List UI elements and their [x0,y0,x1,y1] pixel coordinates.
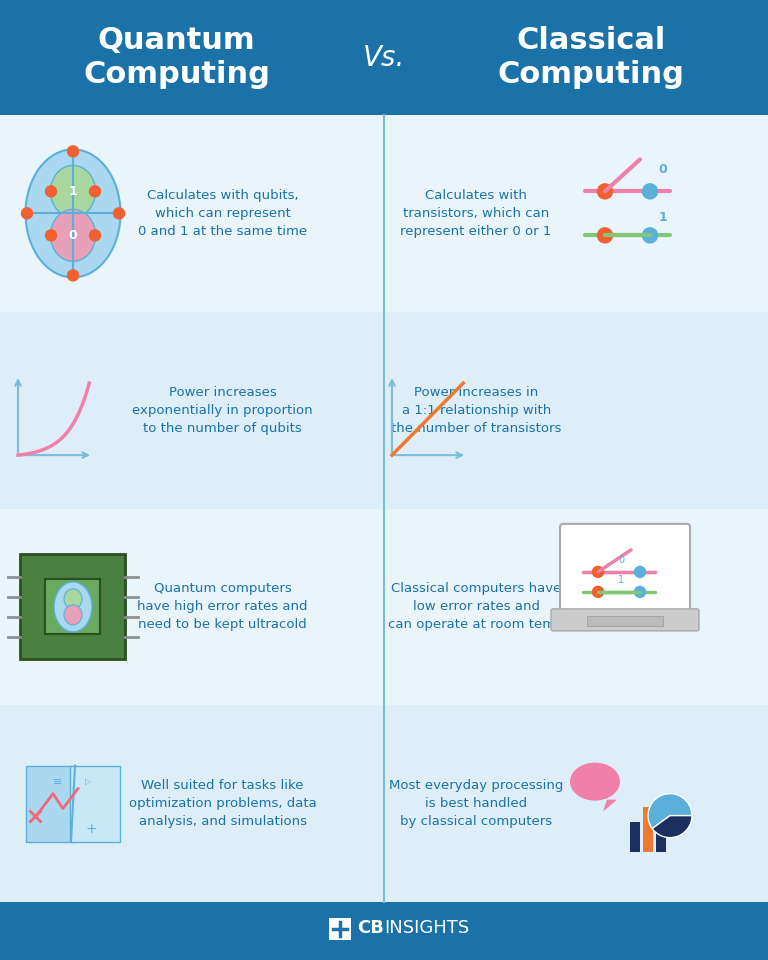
Ellipse shape [54,582,92,632]
Wedge shape [652,816,692,838]
Ellipse shape [64,605,82,625]
Ellipse shape [51,209,95,261]
Circle shape [643,184,657,199]
Text: Classical
Computing: Classical Computing [498,26,685,89]
Circle shape [45,186,57,197]
Circle shape [90,229,101,241]
Bar [0,902,768,960]
Text: Quantum
Computing: Quantum Computing [83,26,270,89]
Text: Calculates with qubits,
which can represent
0 and 1 at the same time: Calculates with qubits, which can repres… [138,189,307,238]
Text: 0: 0 [68,228,78,242]
Text: Calculates with
transistors, which can
represent either 0 or 1: Calculates with transistors, which can r… [400,189,552,238]
FancyBboxPatch shape [329,918,351,940]
Text: 1: 1 [68,185,78,198]
Ellipse shape [25,150,121,277]
Text: Classical computers have
low error rates and
can operate at room temp: Classical computers have low error rates… [389,583,564,632]
Bar [656,829,666,852]
Text: +: + [85,822,97,835]
Ellipse shape [51,165,95,217]
Text: ▷: ▷ [84,778,91,786]
Text: 1: 1 [618,575,624,585]
Bar [0,312,768,509]
FancyBboxPatch shape [560,524,690,614]
FancyBboxPatch shape [587,616,663,626]
Circle shape [90,186,101,197]
Text: Most everyday processing
is best handled
by classical computers: Most everyday processing is best handled… [389,780,564,828]
Bar [630,822,640,852]
Text: Quantum computers
have high error rates and
need to be kept ultracold: Quantum computers have high error rates … [137,583,308,632]
Text: 1: 1 [659,211,667,224]
Text: ≡: ≡ [53,777,63,786]
Circle shape [598,228,613,243]
Circle shape [22,208,32,219]
Bar [0,509,768,706]
Text: Well suited for tasks like
optimization problems, data
analysis, and simulations: Well suited for tasks like optimization … [129,780,316,828]
FancyBboxPatch shape [45,580,101,635]
Circle shape [45,229,57,241]
Text: INSIGHTS: INSIGHTS [384,919,469,937]
Text: Vs.: Vs. [362,43,406,71]
Circle shape [68,270,78,281]
Bar [643,806,653,852]
Text: 0: 0 [659,163,667,176]
Circle shape [598,184,613,199]
Circle shape [634,587,645,597]
Text: 0: 0 [618,555,624,564]
Polygon shape [603,800,617,811]
FancyBboxPatch shape [21,554,125,660]
Circle shape [68,146,78,156]
Circle shape [592,566,604,577]
Bar [0,115,768,312]
Circle shape [592,587,604,597]
Text: Power increases
exponentially in proportion
to the number of qubits: Power increases exponentially in proport… [132,386,313,435]
Wedge shape [648,794,692,828]
Text: CB: CB [357,919,384,937]
FancyBboxPatch shape [551,609,699,631]
Polygon shape [70,766,120,842]
Text: Power increases in
a 1:1 relationship with
the number of transistors: Power increases in a 1:1 relationship wi… [391,386,561,435]
Circle shape [114,208,124,219]
Circle shape [643,228,657,243]
Bar [0,0,768,115]
Ellipse shape [570,762,620,801]
Polygon shape [26,766,76,842]
Ellipse shape [64,588,82,609]
Circle shape [634,566,645,577]
Bar [0,706,768,902]
